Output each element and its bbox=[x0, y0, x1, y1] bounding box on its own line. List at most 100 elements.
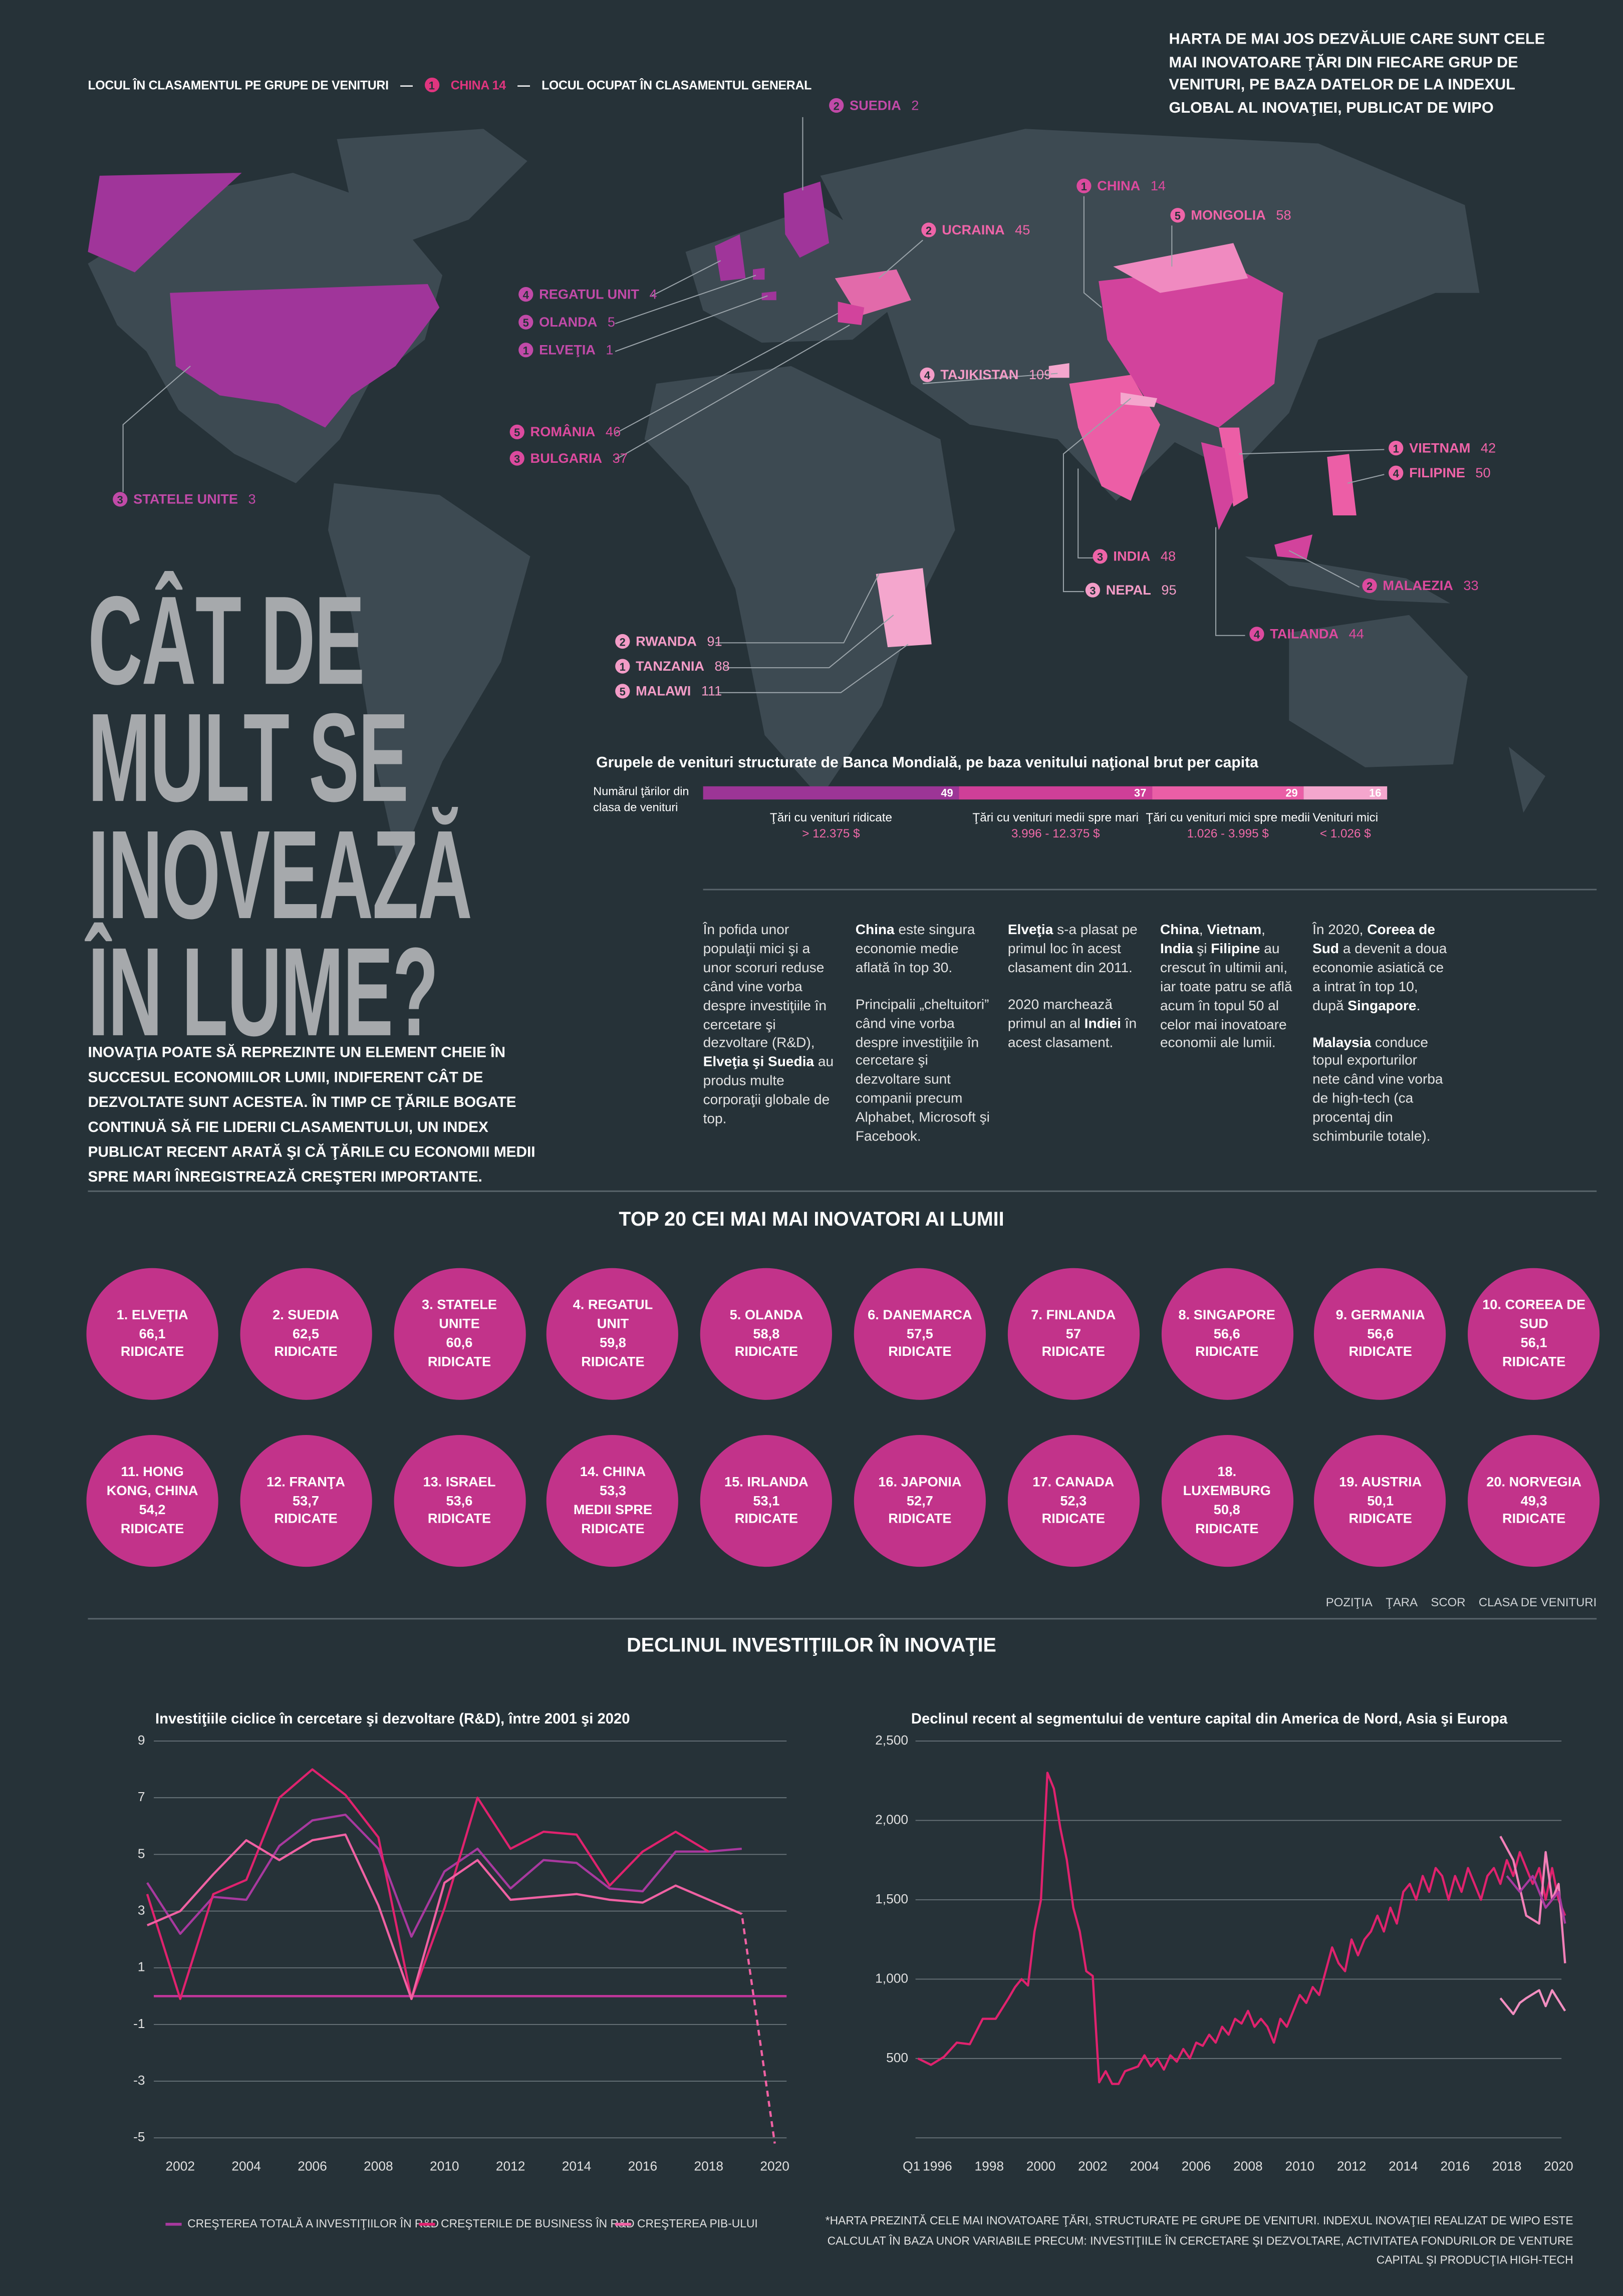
note-column: China este singura economie medie aflată… bbox=[856, 923, 990, 1166]
x-tick-label: 2008 bbox=[364, 2159, 393, 2174]
innovator-score: 53,1 bbox=[753, 1493, 780, 1508]
innovator-score: 53,7 bbox=[293, 1493, 320, 1508]
rank-dot: 2 bbox=[829, 98, 844, 113]
country: ELVEŢIA bbox=[539, 343, 596, 358]
legend-sample: CHINA 14 bbox=[450, 77, 506, 93]
note-text: , bbox=[1199, 922, 1207, 939]
overall-rank: 58 bbox=[1276, 208, 1291, 223]
note-paragraph: În pofida unor populaţii mici şi a unor … bbox=[703, 923, 838, 1130]
divider bbox=[88, 1190, 1597, 1192]
note-paragraph: În 2020, Coreea de Sud a devenit a doua … bbox=[1312, 923, 1447, 1017]
main-title: CÂT DE bbox=[88, 571, 365, 712]
innovator-income: RIDICATE bbox=[274, 1344, 338, 1360]
segment-count: 37 bbox=[1134, 786, 1146, 799]
rank-dot: 3 bbox=[1093, 549, 1108, 564]
overall-rank: 1 bbox=[606, 343, 614, 358]
income-title: Grupele de venituri structurate de Banca… bbox=[596, 755, 1258, 772]
note-text: În 2020, bbox=[1312, 922, 1368, 939]
overall-rank: 88 bbox=[714, 659, 730, 674]
x-tick-label: 2014 bbox=[562, 2159, 592, 2174]
x-tick-label: 2010 bbox=[1285, 2159, 1314, 2174]
series-line bbox=[1506, 1875, 1566, 1924]
innovator-circle: 1. ELVEŢIA 66,1 RIDICATE bbox=[86, 1268, 218, 1400]
map-label: 5 OLANDA 5 bbox=[518, 315, 615, 330]
rank-dot: 1 bbox=[1389, 440, 1404, 456]
rank-dot: 5 bbox=[1170, 208, 1185, 223]
income-range: 3.996 - 12.375 $ bbox=[1011, 825, 1100, 840]
innovator-score: 49,3 bbox=[1520, 1493, 1547, 1508]
overall-rank: 2 bbox=[911, 98, 919, 113]
map-label: 2 UCRAINA 45 bbox=[921, 222, 1030, 237]
map-label: 3 STATELE UNITE 3 bbox=[113, 492, 256, 507]
country: MONGOLIA bbox=[1191, 208, 1266, 223]
innovator-score: 56,6 bbox=[1367, 1326, 1394, 1341]
innovator-circle: 15. IRLANDA 53,1 RIDICATE bbox=[700, 1435, 833, 1567]
note-text: . bbox=[1416, 998, 1421, 1014]
x-tick-label: 2004 bbox=[231, 2159, 261, 2174]
innovator-circle: 3. STATELE UNITE 60,6 RIDICATE bbox=[393, 1268, 525, 1400]
innovator-name: 6. DANEMARCA bbox=[868, 1307, 972, 1322]
map-label: 5 MONGOLIA 58 bbox=[1170, 208, 1291, 223]
country: TANZANIA bbox=[636, 659, 705, 674]
overall-rank: 14 bbox=[1150, 178, 1166, 193]
innovator-income: RIDICATE bbox=[1041, 1344, 1106, 1360]
innovator-income: RIDICATE bbox=[120, 1344, 184, 1360]
innovator-name: 2. SUEDIA bbox=[273, 1307, 340, 1322]
map-label: 2 RWANDA 91 bbox=[615, 634, 722, 649]
innovator-circle: 10. COREEA DE SUD 56,1 RIDICATE bbox=[1468, 1268, 1600, 1400]
pointer-lines bbox=[122, 117, 1385, 693]
note-text: şi bbox=[1193, 941, 1211, 958]
innovator-circle: 2. SUEDIA 62,5 RIDICATE bbox=[239, 1268, 372, 1400]
innovator-circle: 17. CANADA 52,3 RIDICATE bbox=[1007, 1435, 1140, 1567]
innovator-name: 3. STATELE UNITE bbox=[421, 1298, 497, 1332]
overall-rank: 42 bbox=[1480, 440, 1496, 456]
x-tick-label: 2016 bbox=[628, 2159, 658, 2174]
rank-dot: 2 bbox=[921, 222, 936, 237]
note-paragraph: Malaysia conduce topul exporturilor nete… bbox=[1312, 1035, 1447, 1148]
income-segment bbox=[959, 786, 1153, 800]
note-column: China, Vietnam, India şi Filipine au cre… bbox=[1160, 923, 1295, 1072]
country: MALAWI bbox=[636, 684, 691, 699]
innovator-income: RIDICATE bbox=[1348, 1344, 1412, 1360]
note-paragraph: Elveţia s-a plasat pe primul loc în aces… bbox=[1008, 923, 1143, 979]
note-text: au crescut în ultimii ani, iar toate pat… bbox=[1160, 941, 1292, 1052]
x-tick-label: 2018 bbox=[1492, 2159, 1522, 2174]
x-tick-label: 2020 bbox=[1544, 2159, 1573, 2174]
innovator-score: 62,5 bbox=[293, 1326, 320, 1341]
country: FILIPINE bbox=[1409, 465, 1465, 480]
innovator-score: 66,1 bbox=[139, 1326, 166, 1341]
x-tick-label: 2010 bbox=[430, 2159, 459, 2174]
overall-rank: 46 bbox=[605, 424, 621, 440]
y-tick-label: 2,500 bbox=[875, 1733, 908, 1748]
income-bar: 49 37 29 16 bbox=[703, 786, 1388, 800]
innovator-score: 59,8 bbox=[599, 1335, 626, 1350]
x-tick-label: 2012 bbox=[496, 2159, 525, 2174]
innovator-income: RIDICATE bbox=[1502, 1354, 1566, 1369]
income-label: Ţări cu venituri medii spre mari 3.996 - … bbox=[969, 810, 1142, 840]
legend-separator: — bbox=[400, 77, 413, 93]
series-line bbox=[917, 1772, 1566, 2085]
x-tick-label: 2000 bbox=[1026, 2159, 1056, 2174]
innovator-name: 17. CANADA bbox=[1032, 1474, 1115, 1489]
innovator-income: RIDICATE bbox=[1041, 1512, 1106, 1527]
overall-rank: 4 bbox=[649, 287, 657, 302]
land bbox=[88, 129, 1546, 867]
x-tick-label: 2008 bbox=[1233, 2159, 1263, 2174]
innovator-income: RIDICATE bbox=[1502, 1512, 1566, 1527]
innovator-name: 20. NORVEGIA bbox=[1486, 1474, 1582, 1489]
innovator-name: 1. ELVEŢIA bbox=[116, 1307, 188, 1322]
x-tick-label: 2020 bbox=[760, 2159, 789, 2174]
income-label: Venituri mici < 1.026 $ bbox=[1259, 810, 1432, 840]
innovator-score: 54,2 bbox=[139, 1502, 166, 1517]
note-text: s-a plasat pe primul loc în acest clasam… bbox=[1007, 922, 1138, 977]
footnote: *HARTA PREZINTĂ CELE MAI INOVATOARE ŢĂRI… bbox=[825, 2214, 1573, 2267]
income-range: < 1.026 $ bbox=[1319, 825, 1371, 840]
note-text: a devenit a doua economie asiatică ce a … bbox=[1312, 941, 1447, 1014]
innovator-income: MEDII SPRE RIDICATE bbox=[573, 1502, 652, 1536]
segment-count: 16 bbox=[1369, 786, 1381, 799]
note-text: Malaysia bbox=[1312, 1034, 1372, 1051]
map-label: 2 SUEDIA 2 bbox=[829, 98, 919, 113]
innovator-income: RIDICATE bbox=[734, 1512, 798, 1527]
